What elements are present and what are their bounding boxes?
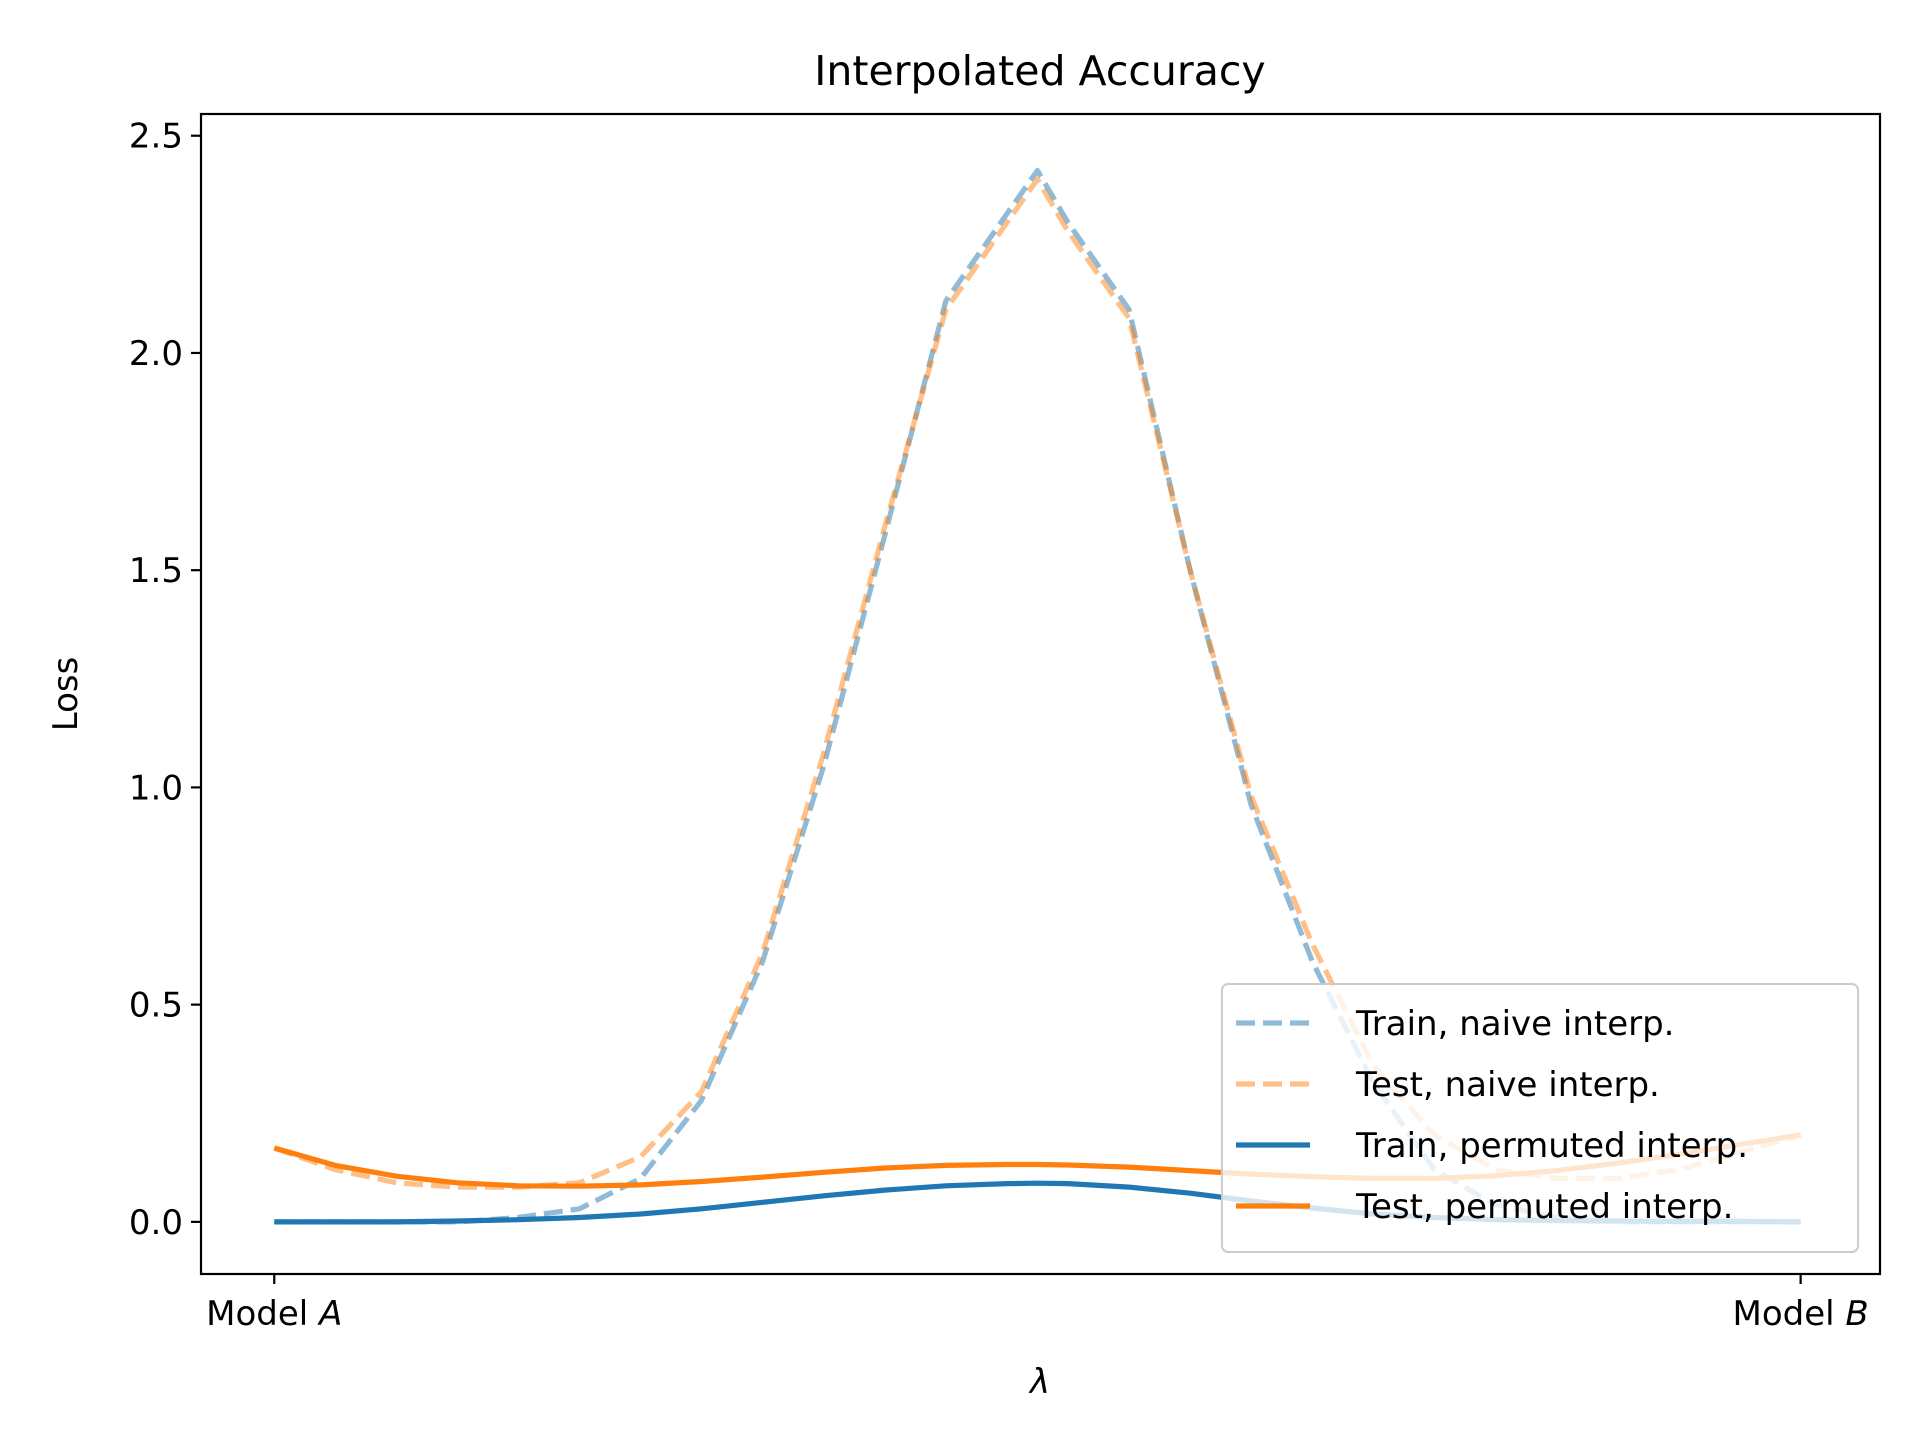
legend: Train, naive interp. Test, naive interp. T…	[1221, 983, 1859, 1253]
x-tick-label: Model A	[206, 1294, 342, 1334]
x-tick-label-prefix: Model	[1733, 1294, 1846, 1334]
x-tick-label: Model B	[1733, 1294, 1869, 1334]
legend-label: Train, naive interp.	[1355, 1004, 1674, 1044]
x-axis-ticks: Model A Model B	[206, 1274, 1869, 1334]
x-tick-label-model: B	[1845, 1294, 1868, 1334]
y-axis-label: Loss	[46, 657, 86, 732]
legend-label: Test, permuted interp.	[1355, 1187, 1733, 1227]
y-tick-label: 2.0	[129, 334, 183, 374]
x-tick-label-model: A	[317, 1294, 342, 1334]
legend-label: Train, permuted interp.	[1355, 1126, 1748, 1166]
plot-frame	[199, 112, 1882, 1276]
y-tick-label: 0.0	[129, 1203, 183, 1243]
y-tick-label: 1.0	[129, 768, 183, 808]
x-tick-label-prefix: Model	[206, 1294, 319, 1334]
legend-frame	[1221, 983, 1859, 1253]
series-line-train-naive-interp	[274, 167, 1801, 1225]
x-axis-label: λ	[1028, 1362, 1050, 1402]
y-tick-label: 2.5	[129, 117, 183, 157]
y-axis-ticks: 0.0 0.5 1.0 1.5 2.0 2.5	[129, 117, 201, 1243]
legend-label: Test, naive interp.	[1355, 1065, 1660, 1105]
chart-title: Interpolated Accuracy	[814, 47, 1265, 95]
y-tick-label: 0.5	[129, 986, 183, 1026]
y-tick-label: 1.5	[129, 551, 183, 591]
